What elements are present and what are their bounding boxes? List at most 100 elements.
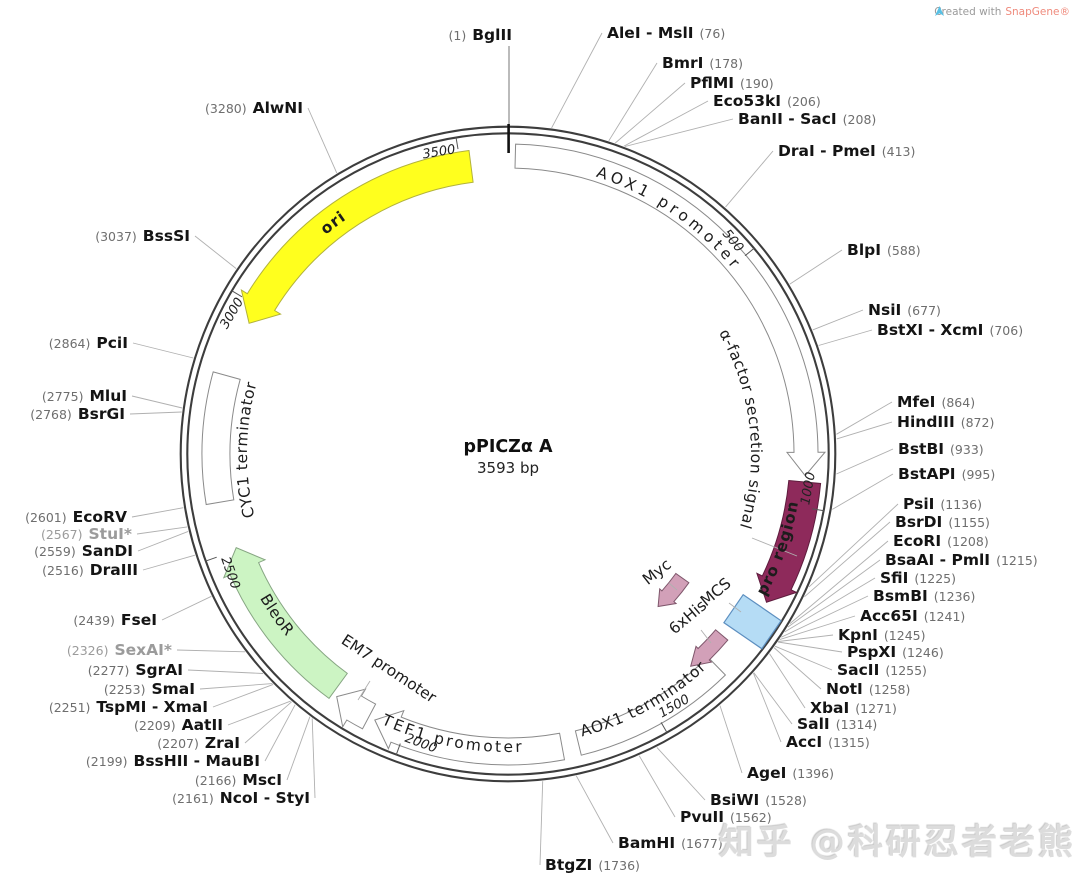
feature-label: CYC1 terminator [233,380,261,520]
site-leader-line [264,704,296,762]
watermark-prefix: Created with [934,6,1002,18]
site-label: SfiI (1225) [880,569,956,587]
site-leader-line [161,595,212,621]
site-label: (2209) AatII [134,716,223,734]
site-leader-line [286,716,311,781]
site-label: BsrDI (1155) [895,513,990,531]
site-leader-line [818,329,873,346]
feature-aox1-promoter [514,143,827,477]
zhihu-watermark: 知乎 @科研忍者老熊 [718,823,1076,863]
feature-tef1-promoter [374,709,566,766]
site-leader-line [638,755,676,818]
site-label: (2439) FseI [73,611,157,629]
snapgene-logo-icon [935,6,945,16]
site-leader-line [777,641,843,653]
site-label: BstAPI (995) [898,465,995,483]
site-label: (2516) DraIII [42,561,138,579]
site-label: AccI (1315) [786,733,870,751]
site-label: BtgZI (1736) [545,856,640,874]
site-leader-line [608,62,658,142]
site-leader-line [194,235,237,269]
feature-label: α-factor secretion signal [715,326,765,531]
site-label: KpnI (1245) [838,626,926,644]
site-leader-line [789,249,843,285]
site-label: SacII (1255) [837,661,927,679]
feature-aox1-terminator [574,656,727,756]
site-label: SalI (1314) [797,715,877,733]
site-label: (2326) SexAI* [67,641,172,659]
site-label: AgeI (1396) [747,764,834,782]
site-leader-line [615,82,686,144]
site-label: (2161) NcoI - StyI [172,789,310,807]
site-leader-line [836,421,893,440]
site-leader-line [804,521,891,598]
site-leader-line [789,540,889,624]
leader-lines-group [129,32,899,866]
feature-bleor [222,547,348,700]
feature-leader-line [357,680,371,701]
site-label: NsiI (677) [868,301,941,319]
site-leader-line [311,718,316,799]
site-label: BsiWI (1528) [710,791,807,809]
site-label: (2207) ZraI [157,734,240,752]
site-leader-line [176,649,246,653]
site-label: PvuII (1562) [680,808,772,826]
position-tick [660,722,668,734]
feature-pro-region [756,479,822,603]
site-leader-line [624,118,734,147]
site-label: BmrI (178) [662,54,743,72]
site-leader-line [575,775,614,844]
feature-mcs-box [723,593,782,650]
position-tick-label: 1000 [798,471,819,506]
feature-em7-promoter [336,688,377,730]
site-leader-line [773,647,822,690]
site-leader-line [623,100,709,147]
position-tick [231,290,243,298]
site-label: (2199) BssHII - MauBI [86,752,260,770]
site-label: BanII - SacI (208) [738,110,876,128]
site-label: BsmBI (1236) [873,587,975,605]
plasmid-size: 3593 bp [477,459,539,477]
site-label: PspXI (1246) [847,643,944,661]
site-leader-line [725,150,774,208]
site-label: BstXI - XcmI (706) [877,321,1023,339]
position-tick [205,556,217,562]
site-leader-line [142,554,196,571]
site-leader-line [656,747,706,801]
site-leader-line [769,653,806,709]
site-leader-line [778,634,834,642]
features-group [201,143,827,766]
site-label: PsiI (1136) [903,495,982,513]
feature-label: TEF1 promoter [379,710,525,756]
site-label: XbaI (1271) [810,699,897,717]
site-label: (2277) SgrAI [88,661,183,679]
site-label: EcoRI (1208) [893,532,989,550]
site-leader-line [781,595,869,638]
site-leader-line [752,672,782,743]
position-tick-label: 3500 [421,142,456,162]
site-label: (2251) TspMI - XmaI [49,698,208,716]
site-leader-line [808,503,899,588]
plasmid-title-group: pPICZα A 3593 bp [463,437,553,477]
site-label: BlpI (588) [847,241,921,259]
site-leader-line [199,683,273,690]
site-label: HindIII (872) [897,413,994,431]
site-label: PflMI (190) [690,74,774,92]
position-tick [455,137,459,150]
site-leader-line [136,526,188,535]
feature-leader-line [728,602,742,613]
position-tick [744,247,755,257]
site-label: BstBI (933) [898,440,984,458]
feature-myc-tag [657,572,690,608]
feature-leader-line [700,629,712,644]
site-label: (2768) BsrGI [30,405,125,423]
site-leader-line [307,107,338,174]
feature-ori [240,149,474,324]
site-label: BamHI (1677) [618,834,723,852]
site-leader-line [784,577,876,633]
site-leader-line [779,615,856,641]
site-label: (2253) SmaI [104,680,195,698]
site-label: (2864) PciI [49,334,128,352]
